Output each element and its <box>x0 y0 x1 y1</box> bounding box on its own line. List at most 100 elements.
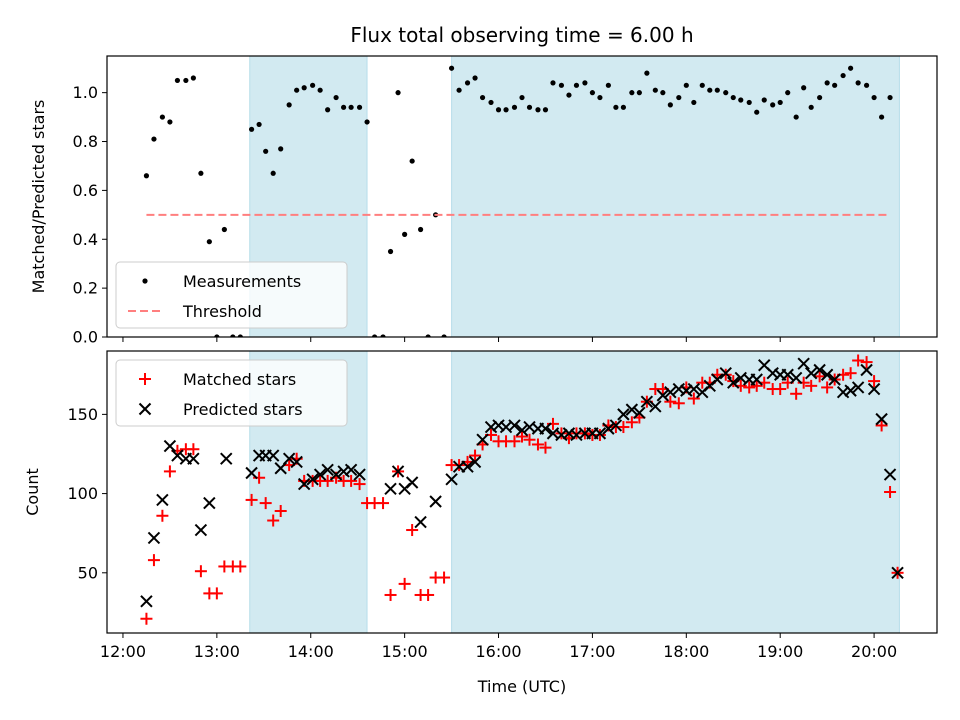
data-point <box>425 334 431 337</box>
data-point <box>345 474 358 487</box>
data-point <box>203 496 216 510</box>
data-point <box>750 373 763 386</box>
data-point <box>817 94 823 101</box>
data-point <box>687 392 700 405</box>
data-point <box>535 107 541 113</box>
data-point <box>770 102 776 108</box>
data-point <box>644 70 650 76</box>
data-point <box>750 379 763 392</box>
y-tick-label: 100 <box>67 484 98 503</box>
legend-label: Threshold <box>182 302 262 321</box>
data-point <box>270 170 276 176</box>
data-point <box>364 119 370 125</box>
x-axis-label: Time (UTC) <box>477 677 566 696</box>
data-point <box>664 385 677 399</box>
data-point <box>187 443 200 456</box>
data-point <box>468 455 482 469</box>
data-point <box>353 468 366 481</box>
data-point <box>380 334 386 337</box>
data-point <box>214 334 220 337</box>
data-point <box>664 395 677 408</box>
data-point <box>441 334 447 337</box>
y-tick-label: 0.0 <box>73 328 98 347</box>
data-point <box>248 126 255 132</box>
data-point <box>884 486 897 498</box>
data-point <box>875 419 888 432</box>
data-point <box>640 395 654 408</box>
data-point <box>234 560 247 573</box>
data-point <box>566 92 572 98</box>
axes-frame <box>106 55 938 338</box>
data-point <box>793 114 799 120</box>
data-point <box>887 94 893 101</box>
data-point <box>317 87 323 93</box>
plot-area <box>143 56 900 337</box>
data-point <box>429 495 442 508</box>
y-tick-label: 1.0 <box>73 83 98 102</box>
data-point <box>377 497 390 510</box>
data-point <box>220 452 233 465</box>
data-point <box>348 104 354 110</box>
chart-title: Flux total observing time = 6.00 h <box>350 23 693 47</box>
data-point <box>617 408 630 421</box>
data-point <box>476 433 489 446</box>
data-point <box>774 383 787 396</box>
data-point <box>456 87 462 93</box>
data-point <box>371 334 378 337</box>
data-point <box>187 452 200 465</box>
data-point <box>863 82 870 88</box>
data-point <box>384 482 397 496</box>
data-point <box>245 466 258 480</box>
data-point <box>286 102 292 108</box>
data-point <box>761 97 767 103</box>
data-point <box>405 476 419 489</box>
data-point <box>519 94 525 101</box>
data-point <box>891 566 904 580</box>
data-point <box>344 463 358 477</box>
data-point <box>290 455 303 469</box>
data-point <box>301 85 307 91</box>
data-point <box>508 419 521 432</box>
data-point <box>171 449 184 462</box>
data-point <box>746 99 752 106</box>
data-point <box>719 366 732 380</box>
x-tick-label: 19:00 <box>757 642 803 661</box>
data-point <box>245 493 258 506</box>
ratio-panel: 0.0 0.2 0.4 0.6 0.8 1.0 Measurements Threshold <box>73 55 938 347</box>
data-point <box>605 82 611 88</box>
data-point <box>860 356 873 369</box>
data-point <box>790 387 803 400</box>
legend-label: Measurements <box>183 272 301 291</box>
data-point <box>656 389 670 402</box>
data-point <box>503 107 509 113</box>
data-point <box>699 82 705 88</box>
data-point <box>391 465 405 478</box>
data-point <box>256 121 262 128</box>
data-point <box>210 587 223 600</box>
data-point <box>526 104 533 110</box>
data-point <box>781 368 794 381</box>
data-point <box>840 72 846 79</box>
data-point <box>278 146 284 152</box>
data-point <box>151 136 157 142</box>
data-point <box>237 334 243 337</box>
data-point <box>263 148 269 154</box>
data-point <box>409 158 415 164</box>
data-point <box>259 497 272 510</box>
data-point <box>867 382 881 396</box>
axes-frame <box>106 350 938 634</box>
data-point <box>625 416 638 429</box>
data-point <box>333 94 339 101</box>
x-tick-label: 17:00 <box>569 642 615 661</box>
data-point <box>629 90 635 96</box>
data-point <box>777 99 783 106</box>
data-point <box>230 334 236 337</box>
data-point <box>707 87 713 93</box>
y-tick-label: 0.6 <box>73 181 98 200</box>
data-point <box>558 82 565 88</box>
data-point <box>395 90 401 96</box>
data-point <box>542 107 549 113</box>
data-point <box>597 94 603 101</box>
data-point <box>516 430 528 443</box>
data-point <box>523 433 536 446</box>
